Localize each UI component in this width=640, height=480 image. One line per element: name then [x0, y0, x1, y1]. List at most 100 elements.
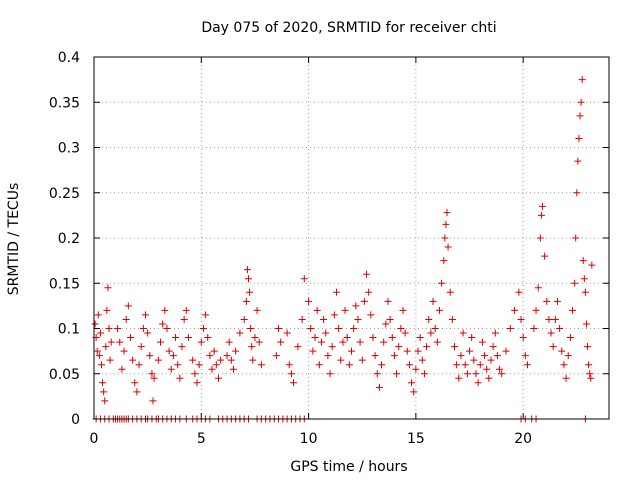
- data-point: [457, 352, 465, 360]
- data-point: [159, 320, 167, 328]
- data-point: [345, 361, 353, 369]
- data-point: [172, 334, 180, 342]
- data-point: [245, 275, 252, 283]
- data-point: [165, 347, 173, 355]
- data-point: [386, 315, 394, 323]
- data-point: [189, 356, 197, 364]
- x-tick-label: 0: [90, 431, 99, 447]
- data-point: [573, 189, 581, 197]
- x-tick-label: 10: [300, 431, 318, 447]
- data-point: [290, 379, 298, 387]
- data-point: [99, 379, 107, 387]
- data-point: [199, 325, 207, 332]
- data-point: [491, 329, 499, 337]
- data-point: [328, 343, 336, 351]
- data-point: [448, 315, 456, 323]
- data-point: [93, 347, 101, 355]
- data-point: [420, 370, 428, 378]
- data-point: [129, 356, 137, 364]
- data-point: [114, 325, 122, 332]
- data-point: [571, 279, 579, 287]
- data-point: [470, 356, 478, 364]
- data-point: [566, 334, 574, 342]
- data-point: [249, 356, 257, 364]
- data-point: [157, 338, 165, 346]
- data-point: [395, 343, 403, 351]
- data-point: [105, 325, 113, 332]
- data-point: [382, 320, 390, 328]
- data-point: [476, 361, 484, 369]
- data-point: [124, 302, 132, 310]
- data-point: [536, 234, 544, 242]
- data-point: [246, 288, 254, 296]
- data-point: [204, 334, 212, 342]
- data-point: [466, 347, 474, 355]
- data-point: [126, 334, 134, 342]
- data-point: [410, 388, 418, 396]
- data-point: [427, 329, 435, 337]
- data-point: [146, 352, 154, 360]
- data-point: [287, 370, 295, 378]
- data-point: [285, 361, 293, 369]
- data-point: [122, 315, 130, 323]
- data-point: [502, 347, 510, 355]
- data-point: [578, 76, 586, 84]
- data-point: [384, 297, 392, 305]
- data-point: [408, 379, 416, 387]
- data-point: [212, 361, 220, 369]
- y-axis-label: SRMTID / TECUs: [6, 183, 22, 296]
- y-tick-label: 0.05: [49, 367, 80, 383]
- data-point: [95, 352, 103, 360]
- data-point: [483, 365, 491, 373]
- x-axis-label: GPS time / hours: [290, 459, 407, 475]
- data-point: [572, 234, 580, 242]
- data-point: [133, 388, 141, 396]
- data-point: [481, 352, 489, 360]
- data-point: [554, 297, 561, 305]
- data-point: [440, 257, 448, 265]
- data-point: [104, 284, 112, 292]
- data-point: [485, 374, 493, 382]
- data-point: [180, 315, 188, 323]
- data-point: [367, 311, 375, 319]
- axis-ticks: 0 0.05 0.1 0.15 0.2 0.25 0.3 0.35 0.4 0 5 10 15 20: [49, 50, 609, 447]
- data-point: [350, 325, 358, 332]
- data-point: [150, 374, 158, 382]
- data-point: [149, 397, 157, 405]
- data-point: [135, 361, 143, 369]
- data-point: [178, 343, 186, 351]
- data-point: [463, 370, 471, 378]
- y-tick-label: 0.35: [49, 95, 80, 111]
- data-point: [519, 334, 527, 342]
- data-point: [580, 275, 588, 283]
- data-point: [530, 325, 538, 332]
- data-point: [227, 356, 235, 364]
- data-point: [446, 288, 454, 296]
- data-point: [459, 329, 467, 337]
- y-tick-label: 0: [71, 412, 80, 428]
- data-point: [223, 352, 231, 360]
- data-point: [397, 325, 405, 332]
- data-point: [248, 343, 256, 351]
- data-point: [511, 306, 519, 314]
- data-point: [443, 209, 451, 217]
- data-point: [309, 347, 317, 355]
- data-point: [120, 347, 128, 355]
- data-point: [538, 202, 546, 210]
- data-point: [582, 320, 590, 328]
- data-point: [587, 374, 595, 382]
- data-point: [210, 347, 218, 355]
- data-point: [356, 338, 364, 346]
- data-point: [236, 329, 244, 337]
- data-point: [154, 356, 162, 364]
- y-tick-label: 0.3: [58, 141, 80, 157]
- data-point: [399, 306, 407, 314]
- data-point: [412, 365, 420, 373]
- data-point: [574, 157, 582, 165]
- data-point: [202, 311, 210, 319]
- data-point: [373, 370, 381, 378]
- data-point: [193, 379, 201, 387]
- data-point: [214, 374, 222, 382]
- data-point: [339, 338, 347, 346]
- data-point: [380, 338, 388, 346]
